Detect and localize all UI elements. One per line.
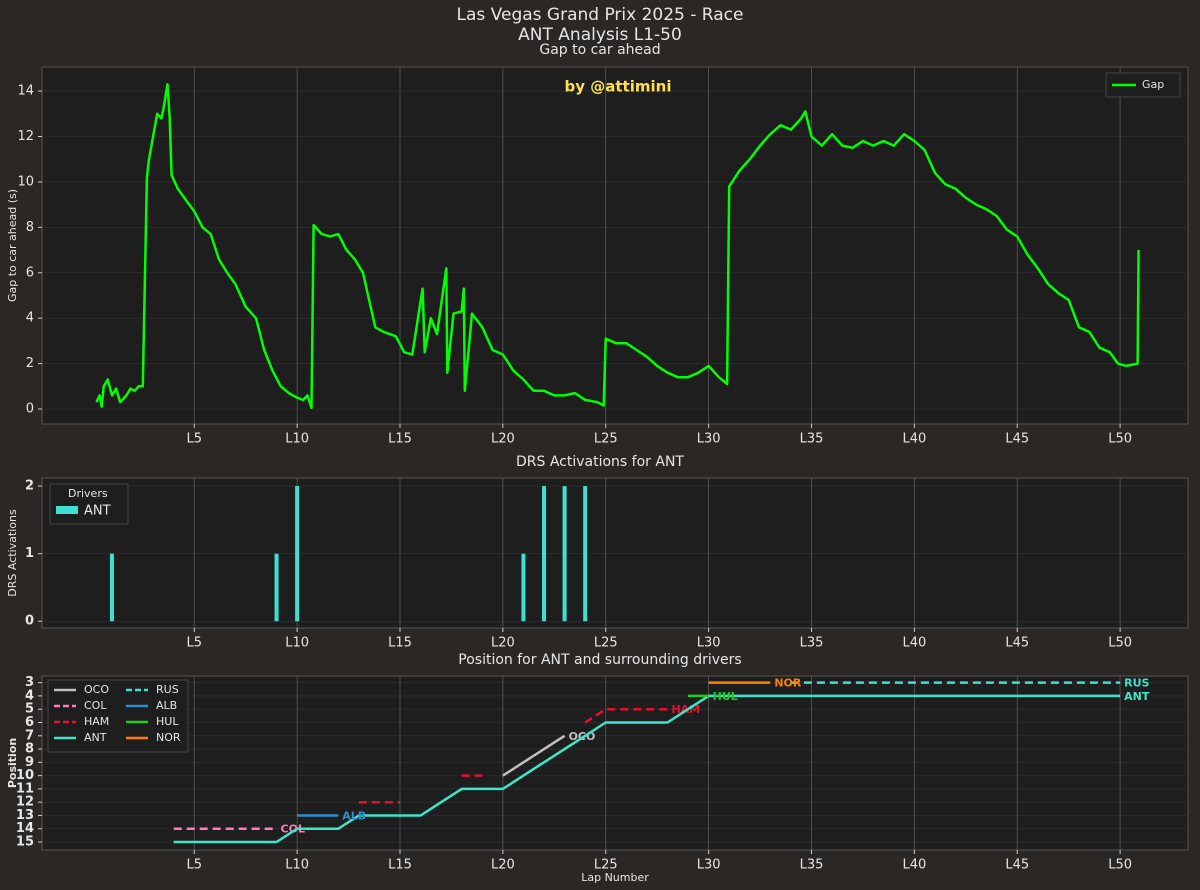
x-tick-label: L5 <box>186 432 202 447</box>
y-tick-label: 1 <box>25 546 34 561</box>
end-label: NOR <box>774 677 802 690</box>
y-tick-label: 11 <box>16 781 34 796</box>
x-tick-label: L25 <box>594 636 618 651</box>
y-axis-label: Gap to car ahead (s) <box>6 189 19 302</box>
x-tick-label: L20 <box>491 858 515 873</box>
legend-label: NOR <box>156 731 181 744</box>
x-tick-label: L15 <box>388 636 412 651</box>
x-tick-label: L10 <box>285 432 309 447</box>
end-label: RUS <box>1124 677 1149 690</box>
y-tick-label: 4 <box>25 688 34 703</box>
y-tick-label: 2 <box>25 479 34 494</box>
legend-label: COL <box>84 699 107 712</box>
panel-title: DRS Activations for ANT <box>516 454 684 470</box>
end-label: ALB <box>342 809 366 822</box>
end-label: HUL <box>713 690 738 703</box>
x-tick-label: L15 <box>388 858 412 873</box>
x-tick-label: L40 <box>902 858 926 873</box>
x-tick-label: L35 <box>800 858 824 873</box>
end-label: COL <box>281 823 305 836</box>
legend-label: HUL <box>156 715 179 728</box>
x-tick-label: L5 <box>186 636 202 651</box>
y-axis-label: DRS Activations <box>6 509 19 597</box>
x-tick-label: L5 <box>186 858 202 873</box>
y-tick-label: 2 <box>26 356 34 371</box>
bar <box>295 486 300 622</box>
y-tick-label: 7 <box>25 728 34 743</box>
bar <box>521 553 526 622</box>
y-tick-label: 14 <box>16 821 34 836</box>
x-axis-label: Lap Number <box>581 871 649 884</box>
y-tick-label: 0 <box>25 614 34 629</box>
plot-area <box>41 66 1189 425</box>
x-tick-label: L45 <box>1005 858 1029 873</box>
x-tick-label: L20 <box>491 432 515 447</box>
legend-label: OCO <box>84 683 109 696</box>
legend-swatch <box>56 506 78 514</box>
y-tick-label: 6 <box>25 715 34 730</box>
y-tick-label: 12 <box>16 795 34 810</box>
x-tick-label: L40 <box>902 432 926 447</box>
series-line <box>358 707 668 804</box>
annotation: by @attimini <box>565 78 672 96</box>
plot-area <box>41 675 1189 851</box>
x-tick-label: L45 <box>1005 432 1029 447</box>
x-tick-label: L25 <box>594 432 618 447</box>
series-line <box>95 83 1140 410</box>
x-tick-label: L35 <box>800 636 824 651</box>
panel-title: Gap to car ahead <box>539 42 660 58</box>
x-tick-label: L35 <box>800 432 824 447</box>
y-tick-label: 0 <box>26 402 34 417</box>
y-tick-label: 12 <box>17 129 34 144</box>
series-line <box>502 734 566 777</box>
legend-label: RUS <box>156 683 179 696</box>
legend-label: ALB <box>156 699 177 712</box>
legend-label: ANT <box>84 504 111 519</box>
bar <box>583 486 588 622</box>
y-tick-label: 6 <box>26 265 34 280</box>
x-tick-label: L30 <box>697 636 721 651</box>
bar <box>542 486 547 622</box>
figure-title: Las Vegas Grand Prix 2025 - Race <box>457 5 744 25</box>
end-label: ANT <box>1124 690 1150 703</box>
panel-title: Position for ANT and surrounding drivers <box>458 652 741 668</box>
y-tick-label: 8 <box>25 742 34 757</box>
x-tick-label: L30 <box>697 432 721 447</box>
bar <box>109 553 114 622</box>
y-tick-label: 10 <box>16 768 34 783</box>
x-tick-label: L10 <box>285 858 309 873</box>
legend-label: HAM <box>84 715 109 728</box>
x-tick-label: L25 <box>594 858 618 873</box>
y-tick-label: 10 <box>17 174 34 189</box>
y-tick-label: 4 <box>26 311 34 326</box>
legend-label: ANT <box>84 731 107 744</box>
legend-label: Gap <box>1142 78 1164 91</box>
x-tick-label: L50 <box>1108 432 1132 447</box>
legend-box <box>49 483 129 525</box>
legend-box <box>47 679 189 753</box>
plot-area <box>41 477 1189 629</box>
y-tick-label: 13 <box>16 808 34 823</box>
bar <box>562 486 567 622</box>
y-tick-label: 8 <box>26 220 34 235</box>
y-tick-label: 14 <box>17 84 34 99</box>
legend-title: Drivers <box>68 487 108 500</box>
x-tick-label: L40 <box>902 636 926 651</box>
x-tick-label: L20 <box>491 636 515 651</box>
y-tick-label: 9 <box>25 755 34 770</box>
y-tick-label: 5 <box>25 702 34 717</box>
x-tick-label: L50 <box>1108 858 1132 873</box>
x-tick-label: L30 <box>697 858 721 873</box>
figure-subtitle: ANT Analysis L1-50 <box>518 25 682 45</box>
x-tick-label: L45 <box>1005 636 1029 651</box>
y-tick-label: 3 <box>25 675 34 690</box>
y-axis-label: Position <box>6 738 19 788</box>
bar <box>274 553 279 622</box>
series-line <box>173 694 1121 844</box>
x-tick-label: L10 <box>285 636 309 651</box>
y-tick-label: 15 <box>16 835 34 850</box>
x-tick-label: L15 <box>388 432 412 447</box>
x-tick-label: L50 <box>1108 636 1132 651</box>
